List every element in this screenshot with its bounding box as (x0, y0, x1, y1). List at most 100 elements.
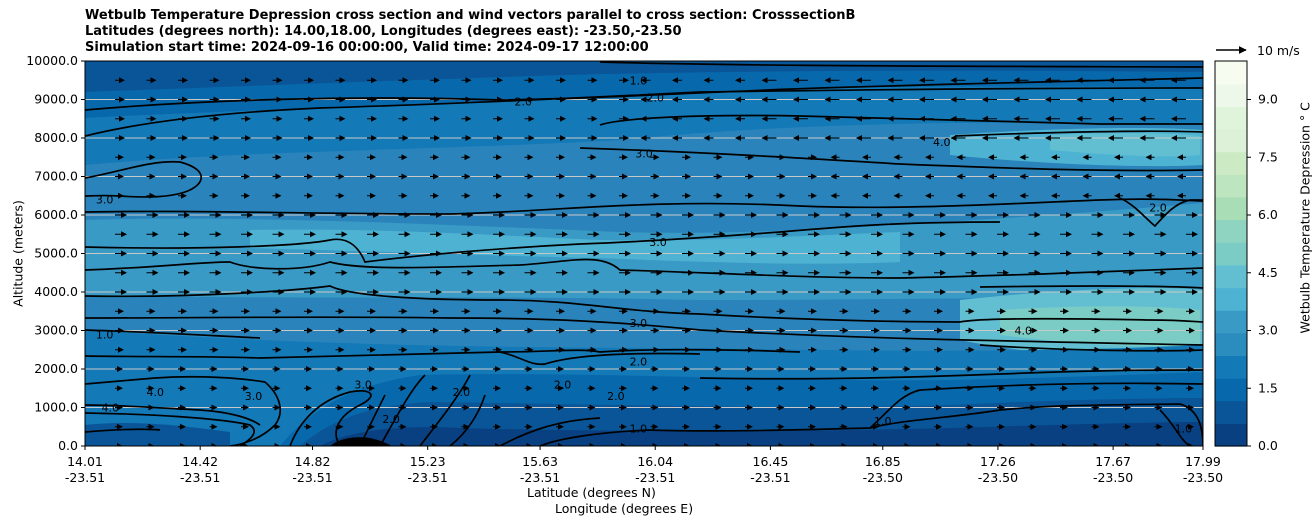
wind-vector-head (1082, 173, 1089, 180)
wind-vector-head (982, 77, 988, 84)
wind-vector-head (1045, 115, 1051, 122)
wind-vector-head (715, 423, 722, 430)
wind-vector-head (121, 289, 127, 295)
wind-vector-head (1030, 385, 1037, 392)
wind-vector-head (1188, 423, 1194, 430)
wind-vector-head (496, 173, 502, 180)
x-tick-label-lon: -23.50 (863, 470, 903, 485)
wind-vector-head (685, 308, 691, 315)
wind-vector-head (526, 423, 533, 430)
wind-vector-head (793, 115, 799, 122)
contour-line (85, 87, 1203, 137)
wind-vector-head (463, 423, 470, 430)
wind-vector-head (401, 308, 408, 315)
wind-vector-head (625, 269, 631, 276)
wind-vector-head (436, 269, 442, 276)
wind-vector-head (308, 115, 314, 122)
wind-vector-head (558, 385, 564, 392)
wind-vector-head (968, 327, 975, 334)
wind-vector-head (1076, 77, 1083, 84)
x-tick-label-lat: 16.04 (637, 454, 673, 469)
wind-vector-head (748, 346, 754, 353)
wind-vector-head (1066, 231, 1072, 238)
wind-vector-head (684, 404, 690, 411)
wind-vector-head (211, 385, 218, 392)
wind-vector-head (640, 77, 647, 84)
contour-label: 1.0 (96, 328, 114, 341)
contour-line (954, 130, 1203, 137)
wind-vector-head (656, 269, 663, 276)
y-tick-label: 1000.0 (34, 400, 78, 415)
wind-vector-head (215, 231, 222, 238)
wind-vector-head (1030, 443, 1037, 446)
wind-vector-head (814, 289, 820, 295)
wind-vector-head (684, 366, 690, 372)
wind-vector-head (590, 173, 597, 180)
wind-vector-head (761, 77, 768, 84)
wind-vector-head (149, 327, 156, 334)
wind-vector-head (1045, 135, 1051, 141)
wind-vector-head (467, 231, 474, 238)
wind-vector-head (373, 212, 379, 218)
wind-vector-head (1066, 212, 1072, 218)
wind-vector-head (1066, 250, 1072, 257)
wind-vector-head (856, 135, 862, 141)
wind-vector-head (968, 346, 975, 353)
wind-vector-head (751, 231, 757, 238)
wind-vector-head (811, 192, 817, 199)
wind-vector-head (436, 212, 442, 218)
wind-vector-head (593, 212, 600, 218)
wind-vector-head (1177, 154, 1183, 161)
wind-vector-head (640, 115, 647, 122)
x-tick-label-lon: -23.50 (978, 470, 1018, 485)
wind-vector-head (213, 115, 220, 122)
wind-vector-head (622, 308, 628, 315)
wind-vector-head (181, 327, 187, 334)
wind-vector-head (688, 269, 694, 276)
wind-vector-head (1097, 269, 1104, 276)
x-tick-label-lon: -23.51 (408, 470, 448, 485)
wind-vector-head (1045, 77, 1051, 84)
colorbar-tick-label: 0.0 (1258, 438, 1278, 453)
wind-vector-head (621, 423, 627, 430)
wind-vector-head (1114, 192, 1120, 199)
wind-vector-head (562, 231, 568, 238)
wind-vector-head (559, 327, 565, 334)
wind-vector-head (684, 423, 690, 430)
wind-vector-head (688, 231, 694, 238)
pocket-right-low-2 (1000, 306, 1200, 347)
wind-vector-head (212, 173, 219, 180)
wind-vector-head (499, 231, 505, 238)
wind-vector-head (685, 173, 691, 180)
wind-vector-head (370, 173, 376, 180)
wind-vector-head (893, 192, 900, 199)
wind-vector-head (919, 77, 925, 84)
wind-vector-head (622, 327, 628, 334)
wind-vector-head (1188, 366, 1194, 372)
wind-vector-head (685, 154, 691, 161)
wind-vector-head (814, 212, 820, 218)
colorbar: 0.0 1.5 3.0 4.5 6.0 7.5 9.0 (1214, 60, 1278, 453)
wind-vector-head (337, 385, 344, 392)
wind-vector-head (845, 212, 852, 218)
wind-vector-head (841, 423, 848, 430)
wind-vector-head (950, 135, 957, 141)
wind-vector-head (433, 192, 439, 199)
wind-vector-head (1063, 308, 1069, 315)
wind-vector-head (243, 404, 249, 411)
wind-vector-head (1019, 154, 1026, 161)
wind-vector-head (467, 250, 474, 257)
wind-vector-head (824, 135, 831, 141)
wind-vector-head (936, 404, 942, 411)
wind-vector-head (560, 96, 566, 103)
wind-vector-head (905, 327, 912, 334)
wind-vector-head (527, 154, 534, 161)
wind-vector-head (528, 96, 535, 103)
wind-vector-head (685, 192, 691, 199)
wind-vector-head (761, 96, 768, 103)
wind-vector-head (244, 308, 250, 315)
wind-vector-head (181, 192, 187, 199)
wind-vector-head (716, 327, 723, 334)
wind-vector-head (811, 308, 817, 315)
